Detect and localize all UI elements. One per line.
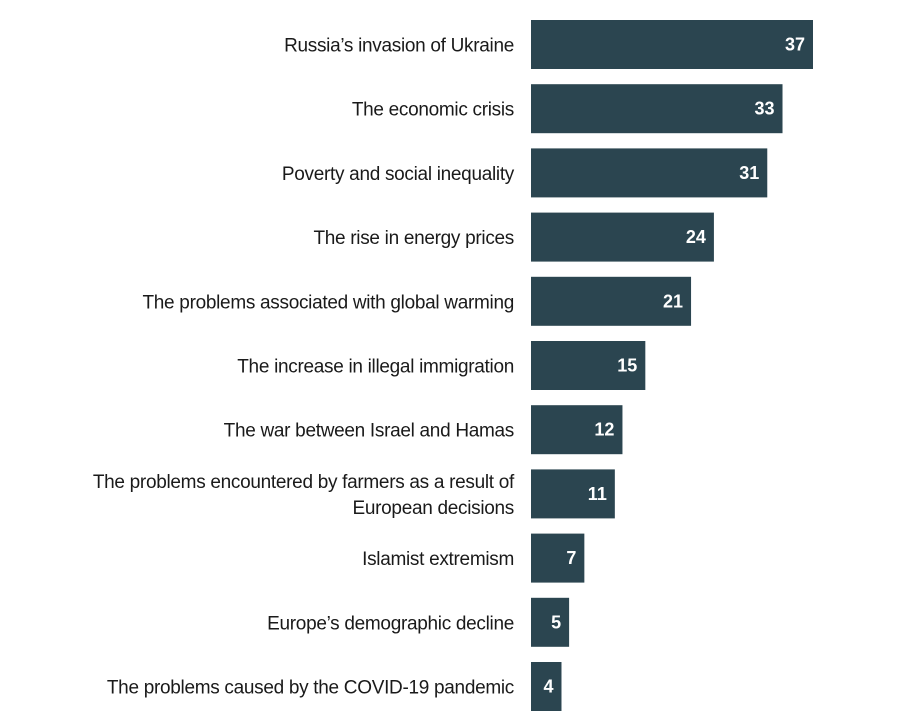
- category-label: Russia’s invasion of Ukraine: [284, 36, 514, 57]
- data-label: 4: [543, 677, 553, 697]
- bar: [531, 533, 585, 583]
- category-label: The increase in illegal immigration: [237, 357, 514, 378]
- data-label: 12: [594, 420, 614, 440]
- category-label: European decisions: [353, 498, 515, 519]
- bar: [531, 662, 562, 711]
- category-label: Poverty and social inequality: [282, 164, 515, 185]
- bar: [531, 469, 615, 519]
- bar: [531, 276, 692, 326]
- data-label: 7: [566, 548, 576, 568]
- bar: [531, 148, 768, 198]
- data-label: 5: [551, 612, 561, 632]
- category-label: Islamist extremism: [362, 549, 514, 570]
- data-label: 15: [617, 356, 637, 376]
- bar: [531, 84, 783, 134]
- data-label: 21: [663, 291, 683, 311]
- category-label: The economic crisis: [352, 100, 514, 121]
- data-label: 37: [785, 35, 805, 55]
- category-label: The problems caused by the COVID-19 pand…: [107, 678, 514, 699]
- bar: [531, 341, 646, 390]
- category-label: The problems encountered by farmers as a…: [93, 472, 515, 493]
- category-label: The war between Israel and Hamas: [224, 421, 514, 442]
- bar: [531, 212, 714, 262]
- data-label: 11: [588, 484, 607, 504]
- bar: [531, 20, 813, 69]
- category-label: Europe’s demographic decline: [267, 613, 514, 634]
- data-label: 31: [739, 163, 759, 183]
- data-label: 24: [686, 227, 706, 247]
- category-label: The rise in energy prices: [313, 228, 514, 249]
- category-label: The problems associated with global warm…: [142, 292, 514, 313]
- bar: [531, 597, 570, 647]
- bar: [531, 405, 623, 455]
- data-label: 33: [754, 99, 774, 119]
